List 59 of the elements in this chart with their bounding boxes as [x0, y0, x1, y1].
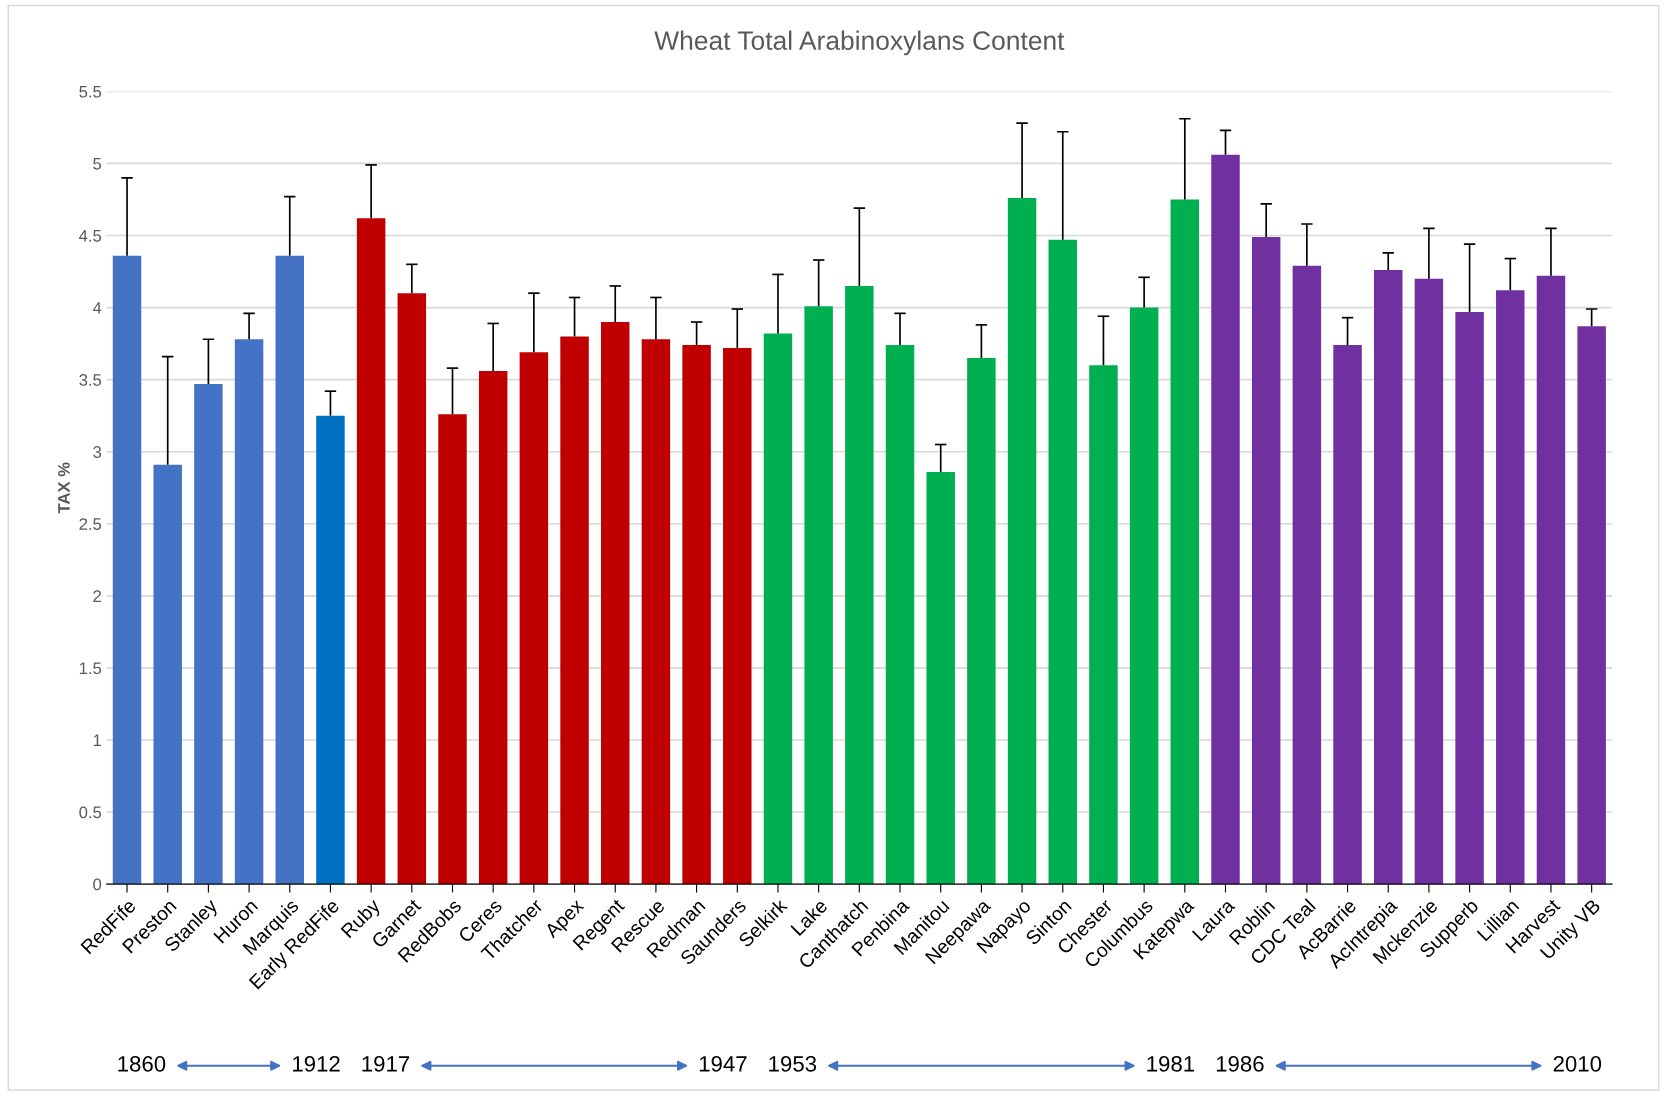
- bar: [1170, 199, 1200, 885]
- text: 1912: [293, 1056, 340, 1072]
- y-tick-label: 3: [93, 446, 102, 458]
- bar: [1455, 311, 1484, 885]
- y-tick-label: 1: [93, 734, 102, 747]
- y-tick-label: 2.5: [79, 518, 102, 530]
- bar: [112, 255, 142, 885]
- bar: [1007, 198, 1037, 885]
- y-tick-label: 4: [92, 302, 102, 314]
- bar: [153, 464, 182, 885]
- text: 1917: [362, 1056, 410, 1072]
- bar: [1333, 345, 1362, 885]
- bar: [275, 255, 304, 885]
- text: 1981: [1147, 1056, 1195, 1072]
- bar: [1129, 307, 1159, 885]
- bar: [1292, 265, 1322, 885]
- bar: [438, 414, 467, 885]
- y-tick-label: 5: [93, 158, 102, 170]
- bar: [723, 347, 752, 885]
- text: 1860: [118, 1056, 166, 1072]
- y-tick-label: 4.5: [79, 230, 102, 242]
- y-tick-label: 0: [93, 878, 102, 891]
- bar: [682, 345, 711, 885]
- bar: [1536, 275, 1566, 885]
- bar: [234, 339, 264, 885]
- y-tick-label: 2: [93, 590, 101, 602]
- bar: [926, 471, 955, 885]
- bar: [519, 352, 549, 885]
- bar: [1211, 154, 1240, 885]
- bar: [1048, 239, 1077, 885]
- y-axis-title: TAX %: [58, 462, 70, 514]
- bar: [1251, 236, 1281, 885]
- bar: [1089, 365, 1118, 885]
- y-tick-label: 1.5: [79, 662, 102, 675]
- text: 1986: [1216, 1056, 1264, 1072]
- text: 1947: [699, 1056, 747, 1072]
- bar: [885, 345, 915, 885]
- bar: [601, 321, 630, 885]
- bar: [397, 293, 427, 885]
- y-tick-label: 3.5: [79, 374, 102, 386]
- text: 1953: [769, 1056, 817, 1072]
- bar: [804, 306, 833, 885]
- bar: [478, 371, 508, 885]
- text: 2010: [1553, 1056, 1602, 1072]
- chart-title: Wheat Total Arabinoxylans Content: [654, 30, 1065, 56]
- bar: [1577, 326, 1606, 885]
- bar: [763, 333, 793, 885]
- bar: [1496, 290, 1525, 885]
- bar: [194, 383, 223, 885]
- bar: [845, 285, 874, 885]
- bar: [1414, 278, 1444, 885]
- y-tick-label: 0.5: [79, 806, 102, 819]
- bar: [560, 336, 589, 885]
- bar: [967, 358, 996, 885]
- bar: [1373, 270, 1403, 885]
- y-tick-label: 5.5: [79, 85, 102, 98]
- bar: [316, 415, 345, 885]
- bar: [641, 339, 671, 885]
- bar: [356, 218, 386, 885]
